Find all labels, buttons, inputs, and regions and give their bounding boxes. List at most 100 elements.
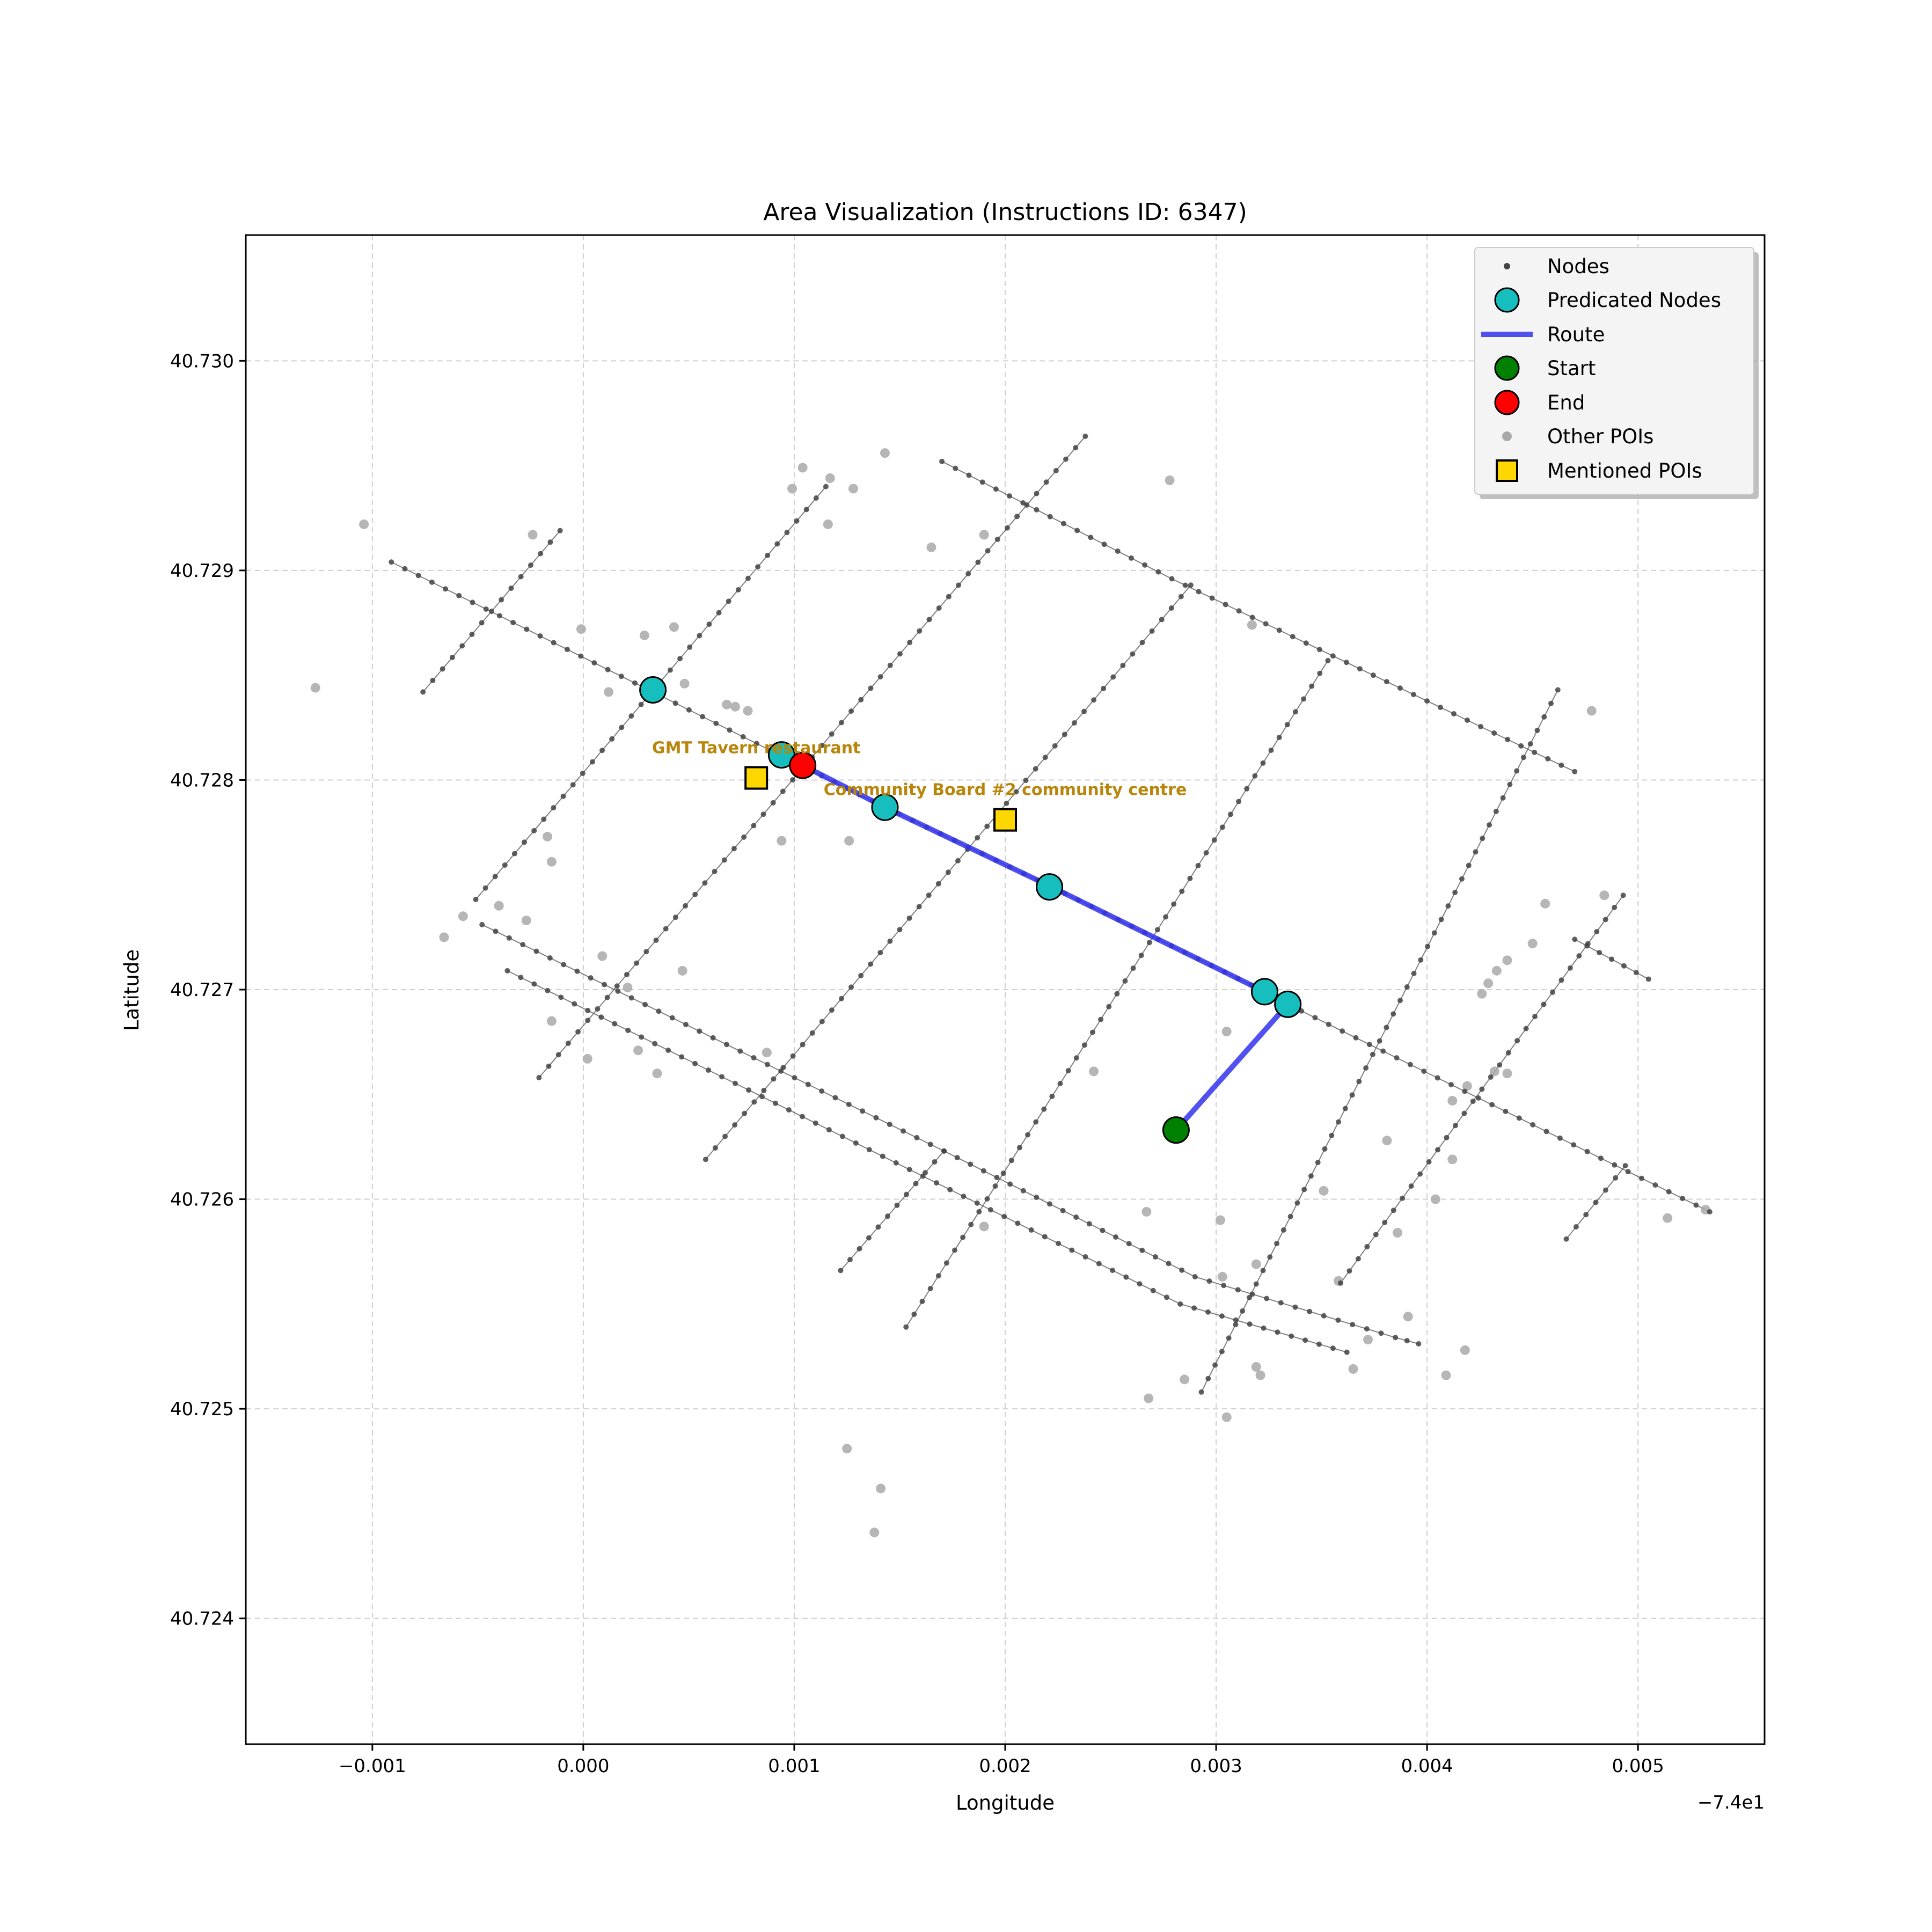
node (987, 1207, 993, 1213)
node (1071, 720, 1077, 726)
legend-marker-end (1494, 390, 1520, 415)
node (602, 982, 608, 987)
node (1041, 1106, 1047, 1112)
node (687, 644, 693, 650)
node (1370, 672, 1376, 678)
node (1301, 696, 1307, 702)
node (1187, 875, 1193, 881)
node (1424, 698, 1430, 704)
node (1274, 1241, 1280, 1247)
node (1380, 1048, 1386, 1054)
node (710, 1035, 716, 1041)
node (1563, 1236, 1569, 1242)
node (1086, 1221, 1092, 1227)
node (1171, 901, 1177, 907)
node (1191, 1305, 1197, 1311)
node (706, 621, 712, 627)
node (604, 994, 610, 1000)
node (1344, 1349, 1350, 1355)
node (819, 1088, 825, 1094)
node (1073, 445, 1079, 451)
node (927, 1286, 933, 1292)
node (697, 1028, 702, 1034)
node (1263, 621, 1269, 627)
node (1034, 507, 1040, 513)
node (1163, 914, 1169, 920)
node (1139, 1247, 1145, 1253)
node (585, 1007, 591, 1013)
node (470, 599, 475, 605)
other-poi (787, 484, 797, 494)
other-poi (639, 630, 649, 640)
other-poi (679, 678, 690, 689)
node (1268, 748, 1274, 753)
node (799, 1114, 805, 1119)
node (1602, 917, 1608, 923)
node (857, 1246, 862, 1252)
other-poi (1489, 1066, 1499, 1077)
node (751, 1099, 757, 1105)
other-poi (439, 932, 449, 942)
node (1343, 660, 1349, 665)
node (1516, 1115, 1522, 1121)
node (847, 1257, 853, 1263)
node (1534, 727, 1540, 733)
node (759, 1094, 765, 1100)
node (1394, 1055, 1400, 1061)
other-poi (1586, 706, 1597, 716)
node (1397, 685, 1403, 691)
node (1110, 1268, 1116, 1274)
node (1137, 1281, 1143, 1287)
node (420, 689, 426, 695)
node (499, 597, 504, 603)
node (1349, 1092, 1355, 1098)
node (838, 720, 844, 726)
node (1203, 850, 1209, 856)
node (628, 713, 634, 719)
node (1666, 1189, 1672, 1195)
node (1612, 904, 1618, 910)
node (1330, 653, 1336, 659)
other-poi (1348, 1364, 1358, 1374)
node (1410, 692, 1416, 698)
node (1309, 683, 1315, 689)
node (1543, 1129, 1549, 1135)
node (551, 640, 557, 646)
other-poi (869, 1527, 880, 1538)
node (1126, 1241, 1132, 1247)
node (1028, 1227, 1034, 1233)
node (721, 857, 727, 863)
node (968, 1221, 974, 1227)
other-poi (1462, 1081, 1472, 1091)
other-poi (1599, 890, 1609, 901)
node (1488, 1074, 1494, 1080)
node (1438, 705, 1444, 711)
other-poi (1180, 1374, 1190, 1385)
node (653, 937, 659, 943)
other-poi (546, 857, 557, 867)
node (389, 559, 394, 565)
node (652, 1041, 658, 1046)
node (819, 743, 825, 749)
other-poi (1255, 1370, 1265, 1380)
node (683, 1022, 689, 1028)
node (858, 972, 864, 978)
node (1275, 1329, 1280, 1335)
y-tick-label: 40.729 (170, 560, 234, 582)
node (1001, 1213, 1007, 1219)
node (887, 938, 893, 944)
node (1004, 800, 1009, 806)
other-poi (1221, 1412, 1232, 1422)
predicated-nodes (639, 676, 1302, 1018)
node (1169, 576, 1175, 582)
node (1452, 1123, 1458, 1129)
node (740, 734, 746, 740)
node (723, 1042, 729, 1048)
node (1639, 1175, 1645, 1181)
node (1487, 822, 1492, 828)
node (731, 846, 737, 852)
other-poi (1403, 1312, 1413, 1322)
node (578, 653, 584, 659)
other-poi (576, 624, 586, 634)
other-poi (1363, 1335, 1373, 1345)
